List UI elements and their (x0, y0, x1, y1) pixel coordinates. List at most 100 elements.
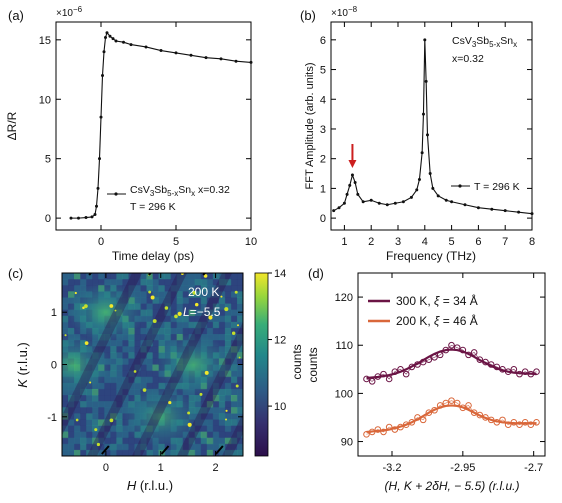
panel-b-arrow-head (348, 160, 357, 168)
panel-b-y-tick-label: 6 (320, 35, 326, 47)
panel-c-map-cell (140, 449, 147, 456)
panel-d-y-tick-label: 110 (335, 340, 353, 352)
panel-d-data-point (499, 416, 506, 424)
panel-c-map-cell (194, 315, 202, 323)
panel-c-map-cell (224, 340, 232, 347)
panel-c-map-cell (98, 340, 105, 347)
panel-c-map-cell (200, 419, 208, 426)
panel-c-map-cell (224, 437, 232, 445)
panel-c-map-cell (236, 443, 243, 451)
panel-c-map-cell (194, 443, 202, 451)
panel-d-x-tick-label: -3.2 (383, 462, 402, 474)
panel-c-map-cell (212, 315, 220, 323)
panel-d-fit-line (366, 404, 537, 434)
panel-c-map-cell (230, 334, 238, 341)
panel-b-data-point (530, 212, 534, 216)
panel-c-map-cell (140, 370, 147, 378)
panel-d-data-point (368, 378, 376, 385)
panel-d-data-point (453, 399, 461, 407)
panel-c-map-cell (110, 382, 117, 390)
panel-a-data-point (108, 34, 112, 38)
panel-c-map-cell (146, 297, 153, 304)
panel-d-data-point (527, 421, 535, 428)
panel-c-map-cell (86, 407, 93, 414)
panel-c-map-cell (134, 358, 141, 365)
panel-b-data-point (356, 192, 360, 196)
panel-c-map-cell (230, 291, 238, 298)
panel-c-speckle (225, 418, 228, 421)
panel-c-map-cell (80, 431, 87, 439)
panel-c-map-cell (146, 358, 153, 365)
panel-c-speckle (177, 311, 182, 316)
panel-d-data-point (391, 426, 399, 433)
panel-c-map-cell (218, 388, 226, 396)
panel-c-map-cell (92, 273, 99, 280)
panel-c-map-cell (206, 309, 214, 317)
panel-b-data-point (385, 203, 389, 207)
panel-c-map-cell (158, 321, 166, 329)
panel-c-map-cell (194, 395, 202, 402)
panel-a-data-point (99, 115, 103, 119)
panel-c-map-cell (152, 279, 160, 286)
panel-c-map-cell (200, 449, 208, 456)
panel-c-map-cell (104, 388, 111, 396)
panel-d-data-point (425, 356, 433, 363)
panel-c-map-cell (194, 449, 202, 456)
panel-c-map-cell (110, 352, 117, 359)
panel-c-edge-marker (215, 445, 224, 455)
panel-d-data-point (374, 426, 382, 433)
panel-c-map-cell (230, 315, 238, 323)
panel-c-map-cell (74, 413, 81, 420)
panel-c-map-cell (68, 291, 75, 298)
panel-d-data-point (419, 416, 427, 424)
panel-c-map-cell (164, 303, 172, 311)
panel-b-data-point (431, 186, 435, 190)
panel-d-data-point (380, 370, 387, 378)
panel-c-map-cell (146, 443, 153, 451)
panel-c-edge-marker (148, 273, 152, 276)
panel-c-map-cell (176, 321, 184, 329)
panel-c-map-cell (224, 388, 232, 396)
panel-b-data-point (342, 201, 346, 205)
panel-c-map-cell (218, 437, 226, 445)
panel-c-map-cell (80, 443, 87, 451)
panel-c-map-cell (62, 315, 69, 323)
panel-d-data-line (366, 400, 537, 435)
panel-d-data-point (510, 366, 518, 373)
panel-c-map-cell (224, 401, 232, 408)
panel-a-legend: CsV3Sb5-xSnx x=0.32 T = 296 K (107, 184, 230, 213)
panel-c-map-cell (188, 431, 196, 439)
panel-c-map-cell (224, 291, 232, 298)
panel-c-map-cell (182, 285, 190, 292)
panel-c-map-cell (218, 321, 226, 329)
panel-c-map-cell (230, 364, 238, 372)
panel-c-map-cell (74, 279, 81, 286)
panel-c-map-cell (152, 273, 160, 280)
panel-c-speckle (89, 381, 92, 384)
panel-c-map-cell (158, 382, 166, 390)
panel-a-x-ticks: 0 5 10 (98, 22, 257, 248)
panel-c-map-cell (164, 309, 172, 317)
panel-c-map-cell (140, 352, 147, 359)
panel-c-map-cell (86, 449, 93, 456)
panel-c-map-cell (116, 437, 123, 445)
panel-c-map-cell (212, 303, 220, 311)
panel-c-map-cell (68, 279, 75, 286)
panel-c-map-cell (206, 419, 214, 426)
panel-d-data-point (436, 402, 444, 409)
panel-c-map-cell (230, 413, 238, 420)
panel-a-legend-line1: CsV3Sb5-xSnx x=0.32 (130, 184, 230, 198)
panel-c-speckle (114, 309, 117, 312)
panel-c-speckle (94, 428, 98, 432)
panel-c-map-cell (98, 388, 105, 396)
panel-c-map-cell (176, 291, 184, 298)
panel-c-map-cell (230, 273, 238, 280)
panel-c-map-cell (68, 419, 75, 426)
panel-c-map-cell (92, 431, 99, 439)
panel-c-map-cell (218, 285, 226, 292)
panel-c-map-cell (110, 413, 117, 420)
panel-c-map-cell (224, 346, 232, 353)
panel-c-map-cell (128, 449, 135, 456)
panel-d-data-point (465, 402, 472, 409)
